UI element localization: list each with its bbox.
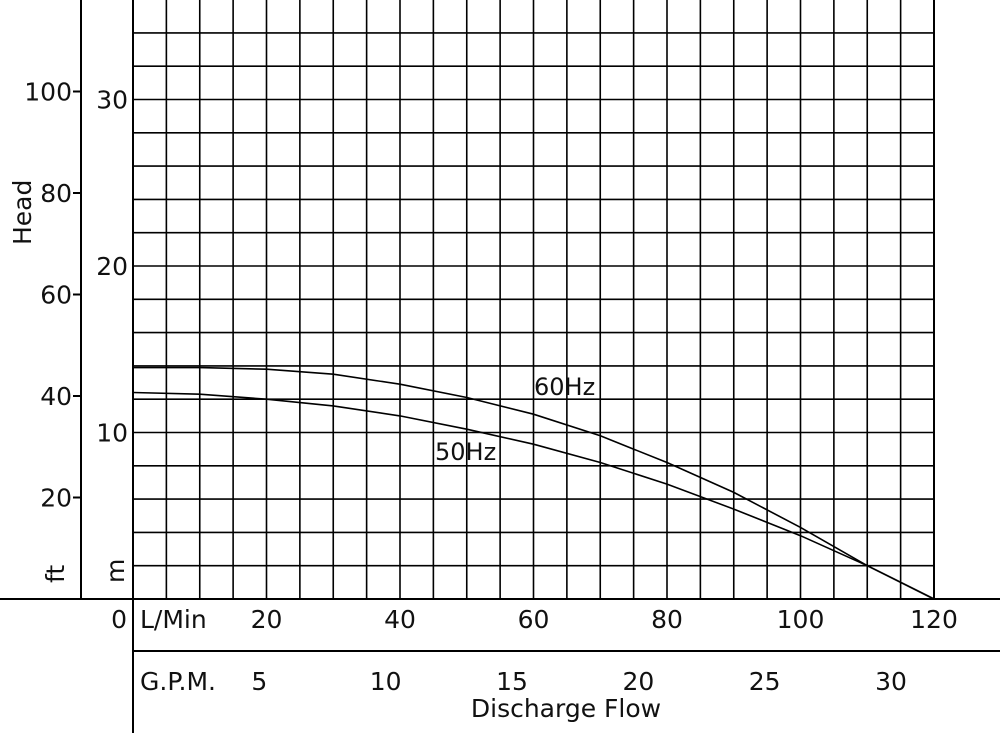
y-tick-label-ft: 20 <box>40 484 72 513</box>
y-tick-label-ft: 100 <box>24 78 72 107</box>
x-tick-label-gpm: 30 <box>875 667 907 696</box>
y-tick-label-ft: 80 <box>40 179 72 208</box>
x-tick-label-lmin: 40 <box>384 605 416 634</box>
x-tick-label-lmin: 20 <box>251 605 283 634</box>
curves <box>132 366 935 600</box>
series-label-50hz: 50Hz <box>435 438 496 466</box>
y-axis-title: Head <box>8 180 37 245</box>
y-tick-label-ft: 40 <box>40 382 72 411</box>
x-tick-label-gpm: 20 <box>622 667 654 696</box>
x-axis-title: Discharge Flow <box>471 694 661 723</box>
x-unit-lmin: L/Min <box>140 605 207 634</box>
y-tick-label-m: 30 <box>96 86 128 115</box>
y-tick-label-ft: 60 <box>40 281 72 310</box>
x-tick-label-gpm: 15 <box>496 667 528 696</box>
y-tick-label-m: 10 <box>96 419 128 448</box>
x-tick-label-lmin: 60 <box>518 605 550 634</box>
series-line-50hz <box>132 391 935 600</box>
series-label-60hz: 60Hz <box>534 373 595 401</box>
x-tick-label-lmin: 100 <box>777 605 825 634</box>
series-line-60hz <box>133 366 935 600</box>
x-tick-label-lmin: 120 <box>910 605 958 634</box>
x-tick-label-gpm: 25 <box>749 667 781 696</box>
x-tick-label-gpm: 5 <box>251 667 267 696</box>
x-tick-label-gpm: 10 <box>370 667 402 696</box>
y-unit-m: m <box>101 559 130 583</box>
grid <box>133 0 934 599</box>
y-unit-ft: ft <box>41 565 70 583</box>
x-unit-gpm: G.P.M. <box>140 667 216 696</box>
x-origin-label: 0 <box>111 605 127 634</box>
y-tick-label-m: 20 <box>96 252 128 281</box>
labels: 60Hz 50Hz 10 20 30 20 40 60 80 100 ft m Head 0 L/Min 20… <box>8 78 958 723</box>
x-tick-label-lmin: 80 <box>651 605 683 634</box>
